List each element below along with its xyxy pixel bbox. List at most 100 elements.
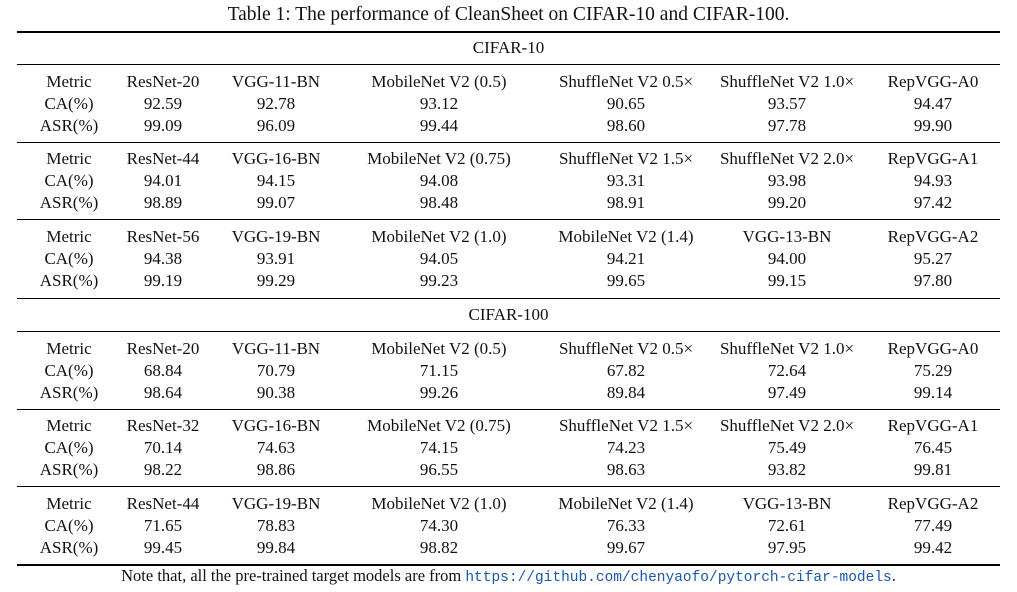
table-cell: 78.83	[256, 516, 296, 535]
table-cell: VGG-19-BN	[231, 494, 321, 513]
table-cell: 94.01	[143, 171, 183, 190]
table-cell: MobileNet V2 (1.4)	[558, 227, 694, 246]
table-cell: 97.42	[913, 193, 953, 212]
table-cell: ShuffleNet V2 0.5×	[558, 339, 694, 358]
table-header-row: Metric ResNet-20 VGG-11-BN MobileNet V2 (0.…	[17, 338, 1000, 360]
table-cell: 93.98	[767, 171, 807, 190]
table-cell: 72.64	[767, 361, 807, 380]
row-label-cell: ASR(%)	[39, 460, 99, 479]
group-block: Metric ResNet-20 VGG-11-BN MobileNet V2 (0.…	[17, 71, 1000, 137]
table-cell: MobileNet V2 (1.0)	[371, 494, 507, 513]
table-data-row: CA(%) 70.14 74.63 74.15 74.23 75.49 76.45	[17, 437, 1000, 459]
footnote-url[interactable]: https://github.com/chenyaofo/pytorch-cif…	[465, 570, 892, 586]
table-cell: 99.90	[913, 116, 953, 135]
row-label-cell: CA(%)	[44, 516, 94, 535]
table-cell: ShuffleNet V2 0.5×	[558, 72, 694, 91]
row-label-cell: Metric	[46, 416, 92, 435]
table-cell: ResNet-44	[126, 149, 200, 168]
table-cell: 99.42	[913, 538, 953, 557]
table-cell: 99.29	[256, 271, 296, 290]
table-cell: 99.84	[256, 538, 296, 557]
table-cell: 68.84	[143, 361, 183, 380]
table-cell: ResNet-20	[126, 72, 200, 91]
table-cell: 99.23	[419, 271, 459, 290]
group-block: Metric ResNet-44 VGG-16-BN MobileNet V2 (0.…	[17, 148, 1000, 214]
table-header-row: Metric ResNet-32 VGG-16-BN MobileNet V2 (0.…	[17, 415, 1000, 437]
section-title-cifar100: CIFAR-100	[468, 305, 549, 324]
table-cell: 99.45	[143, 538, 183, 557]
table-cell: 90.38	[256, 383, 296, 402]
table-cell: MobileNet V2 (0.75)	[367, 416, 511, 435]
table-cell: RepVGG-A2	[887, 494, 979, 513]
table-cell: MobileNet V2 (0.5)	[371, 72, 507, 91]
table-cell: 94.21	[606, 249, 646, 268]
table-cell: VGG-19-BN	[231, 227, 321, 246]
bottom-rule	[17, 564, 1000, 566]
table-cell: VGG-11-BN	[231, 72, 321, 91]
table-cell: 99.67	[606, 538, 646, 557]
table-cell: 98.22	[143, 460, 183, 479]
group-rule	[17, 409, 1000, 410]
table-cell: RepVGG-A1	[887, 416, 979, 435]
table-cell: 99.26	[419, 383, 459, 402]
row-label-cell: ASR(%)	[39, 271, 99, 290]
table-data-row: ASR(%) 98.64 90.38 99.26 89.84 97.49 99.14	[17, 382, 1000, 404]
table-header-row: Metric ResNet-20 VGG-11-BN MobileNet V2 (0.…	[17, 71, 1000, 93]
table-cell: ResNet-56	[126, 227, 200, 246]
row-label-cell: CA(%)	[44, 249, 94, 268]
table-cell: 75.29	[913, 361, 953, 380]
table-header-row: Metric ResNet-44 VGG-16-BN MobileNet V2 (0.…	[17, 148, 1000, 170]
table-cell: 90.65	[606, 94, 646, 113]
table-cell: 96.09	[256, 116, 296, 135]
table-cell: MobileNet V2 (0.75)	[367, 149, 511, 168]
table-cell: 93.12	[419, 94, 459, 113]
table-cell: 99.44	[419, 116, 459, 135]
row-label-cell: Metric	[46, 494, 92, 513]
table-cell: VGG-16-BN	[231, 149, 321, 168]
row-label-cell: ASR(%)	[39, 193, 99, 212]
group-block: Metric ResNet-44 VGG-19-BN MobileNet V2 (1.…	[17, 493, 1000, 559]
table-cell: 99.14	[913, 383, 953, 402]
table-cell: 74.63	[256, 438, 296, 457]
table-cell: ShuffleNet V2 1.0×	[719, 339, 855, 358]
table-data-row: ASR(%) 99.09 96.09 99.44 98.60 97.78 99.90	[17, 115, 1000, 137]
table-cell: 70.14	[143, 438, 183, 457]
table-cell: 92.59	[143, 94, 183, 113]
row-label-cell: Metric	[46, 227, 92, 246]
table-cell: 92.78	[256, 94, 296, 113]
table-cell: 94.93	[913, 171, 953, 190]
table-data-row: CA(%) 94.01 94.15 94.08 93.31 93.98 94.93	[17, 170, 1000, 192]
table-data-row: ASR(%) 99.45 99.84 98.82 99.67 97.95 99.42	[17, 537, 1000, 559]
group-rule	[17, 486, 1000, 487]
table-cell: 76.45	[913, 438, 953, 457]
table-data-row: CA(%) 92.59 92.78 93.12 90.65 93.57 94.47	[17, 93, 1000, 115]
table-cell: VGG-13-BN	[742, 494, 832, 513]
table-cell: 74.23	[606, 438, 646, 457]
table-cell: 98.82	[419, 538, 459, 557]
table-cell: 99.09	[143, 116, 183, 135]
table-cell: ShuffleNet V2 1.0×	[719, 72, 855, 91]
table-cell: ShuffleNet V2 1.5×	[558, 149, 694, 168]
table-cell: RepVGG-A0	[887, 72, 979, 91]
footnote: Note that, all the pre-trained target mo…	[0, 565, 1017, 589]
table-cell: 99.81	[913, 460, 953, 479]
table-cell: ResNet-20	[126, 339, 200, 358]
section-rule	[17, 331, 1000, 332]
group-rule	[17, 142, 1000, 143]
table-cell: 94.15	[256, 171, 296, 190]
table-cell: VGG-11-BN	[231, 339, 321, 358]
table-cell: VGG-13-BN	[742, 227, 832, 246]
table-cell: MobileNet V2 (0.5)	[371, 339, 507, 358]
section-rule	[17, 64, 1000, 65]
table-cell: MobileNet V2 (1.4)	[558, 494, 694, 513]
table-cell: 89.84	[606, 383, 646, 402]
table-cell: 98.63	[606, 460, 646, 479]
row-label-cell: CA(%)	[44, 94, 94, 113]
table-cell: 98.89	[143, 193, 183, 212]
row-label-cell: CA(%)	[44, 361, 94, 380]
table-data-row: CA(%) 68.84 70.79 71.15 67.82 72.64 75.29	[17, 360, 1000, 382]
table-cell: 99.15	[767, 271, 807, 290]
table-cell: 97.49	[767, 383, 807, 402]
table-cell: 96.55	[419, 460, 459, 479]
table-cell: 72.61	[767, 516, 807, 535]
